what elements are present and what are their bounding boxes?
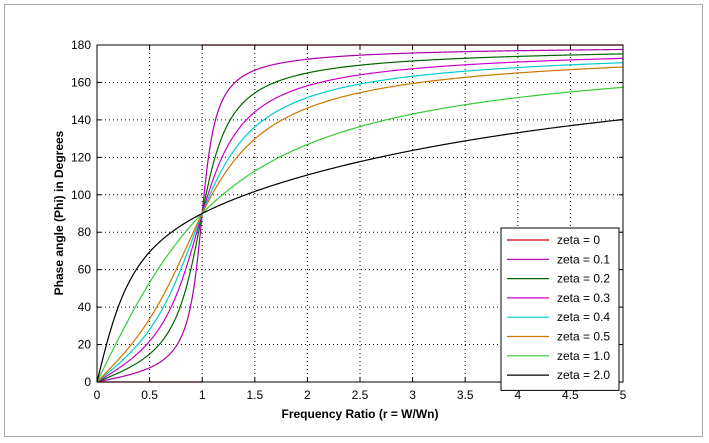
legend-label: zeta = 0.4: [557, 310, 610, 324]
series-line-6: [96, 86, 624, 383]
legend-label: zeta = 1.0: [557, 349, 610, 363]
legend-box: [500, 227, 620, 391]
x-tick-label: 0.5: [141, 388, 158, 402]
x-tick-label: 1.5: [246, 388, 263, 402]
x-tick-label: 3: [409, 388, 416, 402]
series-line-1: [96, 48, 624, 383]
series-line-5: [96, 66, 624, 383]
y-tick-label: 180: [71, 38, 91, 52]
x-tick-label: 2.5: [352, 388, 369, 402]
y-tick-label: 160: [71, 75, 91, 89]
y-tick-label: 80: [78, 225, 92, 239]
x-tick-label: 5: [620, 388, 627, 402]
x-tick-label: 0: [94, 388, 101, 402]
legend-label: zeta = 0.1: [557, 252, 610, 266]
y-tick-label: 40: [78, 300, 92, 314]
y-tick-label: 140: [71, 113, 91, 127]
y-axis-label: Phase angle (Phi) in Degrees: [52, 130, 66, 295]
legend-label: zeta = 0.3: [557, 291, 610, 305]
grid-lines: [97, 45, 623, 382]
x-tick-label: 4: [514, 388, 521, 402]
x-axis-label: Frequency Ratio (r = W/Wn): [281, 407, 438, 421]
legend-label: zeta = 0: [557, 233, 600, 247]
x-tick-label: 3.5: [457, 388, 474, 402]
series-line-3: [96, 57, 624, 383]
legend: zeta = 0 zeta = 0.1 zeta = 0.2 zeta = 0.3 ze…: [500, 227, 620, 391]
series-line-4: [96, 62, 624, 383]
figure-frame: 0 0.5 1 1.5 2 2.5 3 3.5 4 4.5 5 0 20 40 60 80 100 120 140 1…: [4, 4, 703, 437]
x-tick-label: 4.5: [562, 388, 579, 402]
y-tick-label: 20: [78, 338, 92, 352]
y-tick-label: 100: [71, 188, 91, 202]
y-tick-label: 120: [71, 150, 91, 164]
y-tick-label: 0: [84, 375, 91, 389]
series-line-2: [96, 53, 624, 383]
x-tick-label: 2: [304, 388, 311, 402]
phase-angle-chart: 0 0.5 1 1.5 2 2.5 3 3.5 4 4.5 5 0 20 40 60 80 100 120 140 1…: [52, 38, 627, 421]
legend-label: zeta = 0.2: [557, 272, 610, 286]
x-tick-label: 1: [199, 388, 206, 402]
y-tick-label: 60: [78, 263, 92, 277]
legend-label: zeta = 0.5: [557, 330, 610, 344]
axis-ticks: 0 0.5 1 1.5 2 2.5 3 3.5 4 4.5 5 0 20 40 60 80 100 120 140 1…: [71, 38, 627, 402]
legend-label: zeta = 2.0: [557, 368, 610, 382]
series-line-7: [96, 118, 624, 383]
